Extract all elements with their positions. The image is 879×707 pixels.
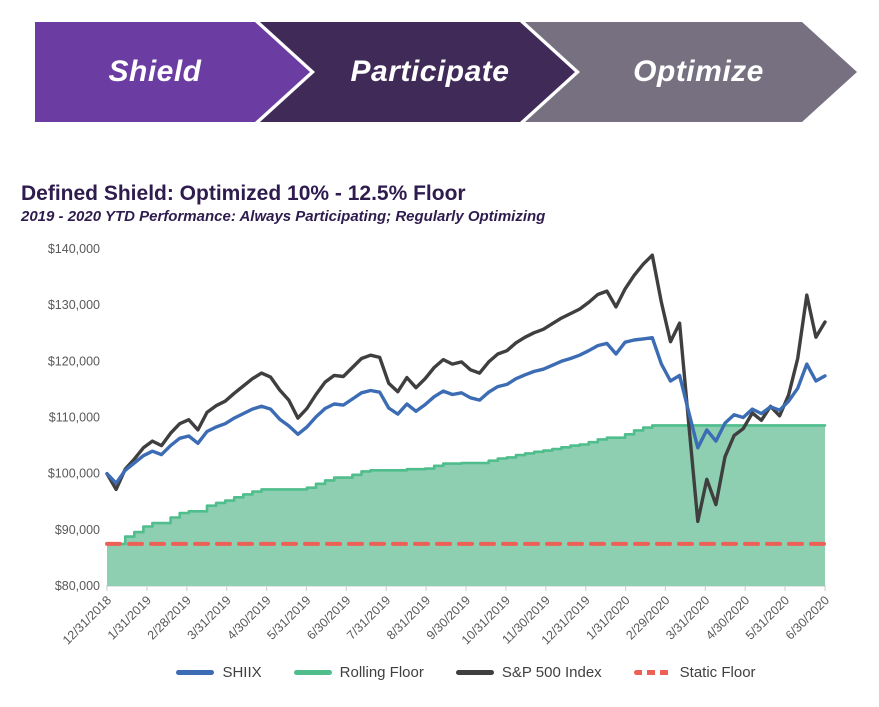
banner-step-shield-label: Shield bbox=[108, 55, 202, 88]
legend-swatch-s-p-500-index bbox=[455, 670, 494, 675]
y-tick-label: $100,000 bbox=[48, 467, 100, 481]
legend-item-s-p-500-index: S&P 500 Index bbox=[455, 664, 602, 681]
banner-step-optimize: Optimize bbox=[525, 22, 857, 122]
legend-swatch-shiix bbox=[176, 670, 215, 675]
banner-step-shield: Shield bbox=[35, 22, 310, 122]
y-tick-label: $80,000 bbox=[55, 579, 100, 593]
banner-step-participate-label: Participate bbox=[350, 55, 510, 88]
rolling-floor-line bbox=[105, 424, 827, 546]
legend-swatch-rolling-floor bbox=[293, 670, 332, 675]
x-tick-label: 12/31/2018 bbox=[60, 593, 114, 647]
banner-step-optimize-label: Optimize bbox=[633, 55, 764, 88]
legend-item-rolling-floor: Rolling Floor bbox=[293, 664, 424, 681]
legend-swatch-static-floor bbox=[633, 670, 672, 675]
legend-item-shiix: SHIIX bbox=[176, 664, 262, 681]
legend-label-s-p-500-index: S&P 500 Index bbox=[501, 664, 602, 681]
x-tick-label: 6/30/2020 bbox=[783, 593, 832, 642]
legend-item-static-floor: Static Floor bbox=[633, 664, 756, 681]
y-tick-label: $140,000 bbox=[48, 242, 100, 256]
y-tick-label: $130,000 bbox=[48, 298, 100, 312]
chart-legend: SHIIX Rolling Floor S&P 500 Index Static Fl… bbox=[53, 664, 879, 681]
chart-title: Defined Shield: Optimized 10% - 12.5% Fl… bbox=[21, 182, 466, 205]
legend-label-static-floor: Static Floor bbox=[679, 664, 756, 681]
y-tick-label: $120,000 bbox=[48, 354, 100, 368]
shiix-line bbox=[105, 336, 827, 485]
y-tick-label: $90,000 bbox=[55, 523, 100, 537]
s-p-500-index-line bbox=[105, 253, 827, 524]
legend-label-rolling-floor: Rolling Floor bbox=[339, 664, 424, 681]
y-tick-label: $110,000 bbox=[49, 411, 100, 425]
chart-subtitle: 2019 - 2020 YTD Performance: Always Part… bbox=[21, 208, 546, 225]
legend-label-shiix: SHIIX bbox=[222, 664, 262, 681]
performance-line-chart: $80,000 $90,000 $100,000 $110,000 $120,000 $1… bbox=[48, 242, 832, 647]
